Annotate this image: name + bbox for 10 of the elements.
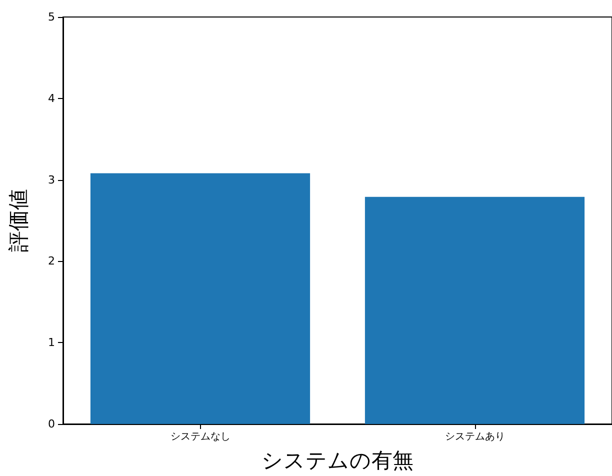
y-tick-label: 2 <box>48 254 55 268</box>
y-tick-label: 5 <box>48 10 55 24</box>
x-tick-label: システムなし <box>170 432 230 442</box>
y-axis-title: 評価値 <box>6 189 30 252</box>
y-tick-label: 3 <box>48 173 55 186</box>
y-tick-label: 4 <box>48 92 55 105</box>
x-axis-title: システムの有無 <box>262 448 414 472</box>
x-tick-label: システムあり <box>444 432 505 442</box>
y-tick-label: 0 <box>48 418 55 430</box>
y-tick-label: 1 <box>48 336 55 350</box>
